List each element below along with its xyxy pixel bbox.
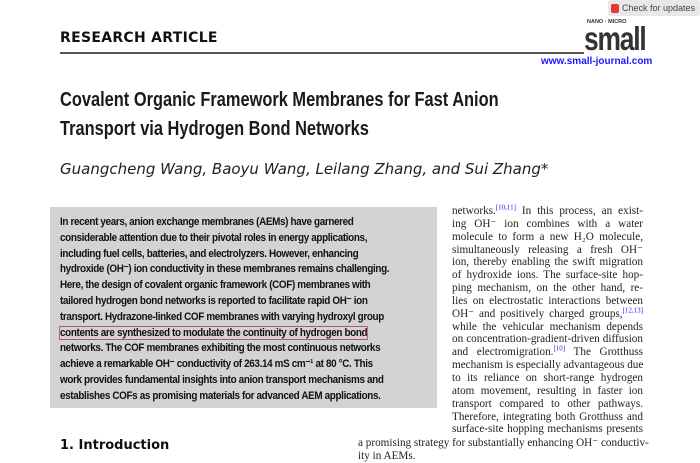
abstract-box: [50, 207, 437, 408]
body-line: ity in AEMs.: [358, 449, 416, 462]
journal-logo: small: [584, 20, 647, 57]
body-line: while the vehicular mechanism depends: [452, 320, 643, 333]
body-line: lies on electrostatic interactions betwe…: [452, 294, 643, 307]
body-line: Therefore, integrating both Grotthuss an…: [452, 410, 643, 423]
header-rule: [60, 52, 584, 54]
abstract-line: networks. The COF membranes exhibiting t…: [60, 342, 381, 355]
abstract-line: transport. Hydrazone-linked COF membrane…: [60, 310, 384, 323]
title-line: Transport via Hydrogen Bond Networks: [60, 118, 369, 140]
abstract-line: work provides fundamental insights into …: [60, 373, 384, 386]
citation-link[interactable]: [10]: [553, 344, 566, 353]
body-line: simultaneously releasing a fresh OH⁻: [452, 243, 643, 256]
abstract-line: establishes COFs as promising materials …: [60, 389, 381, 402]
journal-url-link[interactable]: www.small-journal.com: [541, 56, 653, 67]
abstract-line: achieve a remarkable OH⁻ conductivity of…: [60, 358, 373, 371]
abstract-line: hydroxide (OH⁻) ion conductivity in thes…: [60, 263, 390, 276]
body-line: transport compared to other pathways.: [452, 397, 643, 410]
body-line: to its reliance on short-range hydrogen: [452, 371, 643, 384]
title-line: Covalent Organic Framework Membranes for…: [60, 89, 499, 111]
abstract-line: tailored hydrogen bond networks is repor…: [60, 294, 368, 307]
body-line: mechanism is especially advantageous due: [452, 359, 644, 372]
body-line: ion, thereby enabling the swift migratio…: [452, 256, 643, 269]
body-line: ing OH⁻ ion combines with a water: [452, 217, 643, 230]
body-text-column: networks.[10,11] In this process, an exi…: [452, 203, 644, 436]
bookmark-icon: [611, 3, 619, 13]
body-line: of hydroxide ions. The surface-site hop-: [452, 269, 643, 282]
body-line: networks.[10,11] In this process, an exi…: [452, 203, 643, 217]
journal-tag: NANO · MICRO: [587, 19, 627, 25]
abstract-line: Here, the design of covalent organic fra…: [60, 279, 371, 292]
abstract-line: including fuel cells, batteries, and ele…: [60, 247, 359, 260]
abstract: In recent years, anion exchange membrane…: [59, 215, 390, 405]
body-line: surface-site hopping mechanisms presents: [452, 423, 643, 436]
body-line: a promising strategy for substantially e…: [358, 437, 649, 449]
abstract-line-highlighted[interactable]: contents are synthesized to modulate the…: [59, 325, 369, 340]
check-for-updates-button[interactable]: Check for updates: [608, 0, 700, 16]
body-line: atom movement, resulting in faster ion: [452, 384, 643, 397]
article-title: Covalent Organic Framework Membranes for…: [60, 86, 499, 144]
citation-link[interactable]: [10,11]: [495, 203, 516, 212]
authors: Guangcheng Wang, Baoyu Wang, Leilang Zha…: [60, 160, 549, 178]
body-line: and electromigration.[10] The Grotthuss: [452, 344, 643, 359]
abstract-line: In recent years, anion exchange membrane…: [60, 216, 354, 228]
citation-link[interactable]: [12,13]: [622, 306, 643, 315]
body-text-bottom: a promising strategy for substantially e…: [358, 437, 649, 463]
body-line: OH⁻ and positively charged groups,[12,13…: [452, 306, 643, 320]
section-label: RESEARCH ARTICLE: [60, 30, 218, 46]
body-line: on concentration-gradient-driven diffusi…: [452, 333, 643, 346]
abstract-line: considerable attention due to their pivo…: [60, 231, 368, 244]
section-heading: 1. Introduction: [60, 438, 170, 453]
body-line: molecule to form a new H₂O molecule,: [452, 230, 643, 243]
body-line: ping mechanism, on the other hand, re-: [452, 282, 643, 295]
